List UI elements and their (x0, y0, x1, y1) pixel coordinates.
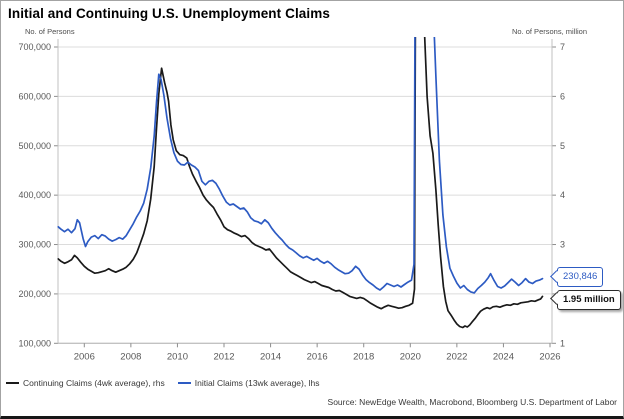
left-axis-tick-label: 700,000 (18, 42, 51, 52)
right-axis-tick-label: 1 (560, 338, 565, 348)
left-axis-tick-label: 100,000 (18, 338, 51, 348)
continuing-claims-line (57, 37, 544, 329)
chart-legend: Continuing Claims (4wk average), rhs Ini… (6, 378, 319, 388)
continuing-claims-value-callout: 1.95 million (550, 290, 621, 310)
right-axis-tick-label: 6 (560, 91, 565, 101)
x-axis-tick-label: 2024 (493, 351, 514, 362)
left-axis-tick-label: 400,000 (18, 190, 51, 200)
x-axis-tick-label: 2022 (446, 351, 467, 362)
right-axis-unit-label: No. of Persons, million (511, 27, 587, 36)
legend-item-initial-claims: Initial Claims (13wk average), lhs (177, 378, 320, 388)
legend-item-continuing-claims: Continuing Claims (4wk average), rhs (6, 378, 165, 388)
left-axis-tick-label: 600,000 (18, 91, 51, 101)
left-axis-unit-label: No. of Persons (25, 27, 75, 36)
chart-title: Initial and Continuing U.S. Unemployment… (8, 6, 330, 21)
continuing-claims-line-swatch-icon (6, 382, 19, 384)
source-attribution: Source: NewEdge Wealth, Macrobond, Bloom… (327, 397, 617, 407)
legend-label-initial-claims: Initial Claims (13wk average), lhs (194, 378, 320, 388)
right-axis-tick-label: 4 (560, 190, 565, 200)
x-axis-tick-label: 2018 (353, 351, 374, 362)
x-axis-tick-label: 2016 (307, 351, 328, 362)
right-axis-tick-label: 3 (560, 240, 565, 250)
left-axis-tick-label: 200,000 (18, 289, 51, 299)
x-axis-tick-label: 2014 (260, 351, 281, 362)
x-axis-tick-label: 2020 (400, 351, 421, 362)
right-axis-tick-label: 7 (560, 42, 565, 52)
legend-label-continuing-claims: Continuing Claims (4wk average), rhs (23, 378, 165, 388)
initial-claims-latest-value: 230,846 (563, 271, 598, 282)
x-axis-tick-label: 2026 (539, 351, 560, 362)
x-axis-tick-label: 2010 (167, 351, 188, 362)
right-axis-tick-label: 5 (560, 141, 565, 151)
left-axis-tick-label: 500,000 (18, 141, 51, 151)
x-axis-tick-label: 2012 (213, 351, 234, 362)
x-axis-tick-label: 2008 (120, 351, 141, 362)
initial-claims-line (57, 37, 544, 294)
continuing-claims-latest-value: 1.95 million (563, 294, 615, 305)
initial-claims-line-swatch-icon (177, 382, 191, 384)
left-axis-tick-label: 300,000 (18, 240, 51, 250)
initial-claims-value-callout: 230,846 (550, 267, 604, 287)
x-axis-tick-label: 2006 (74, 351, 95, 362)
